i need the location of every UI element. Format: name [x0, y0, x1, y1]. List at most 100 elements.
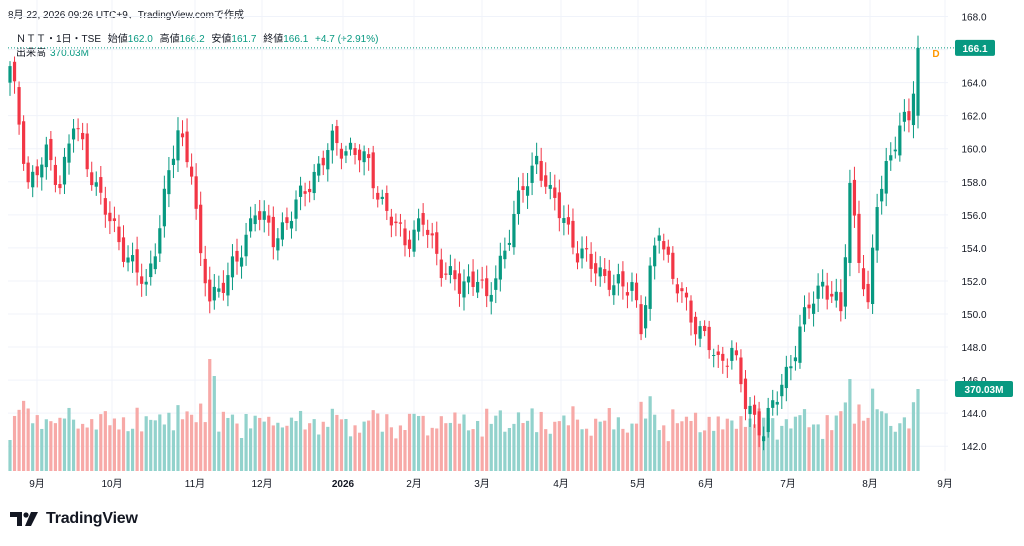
- candle-body: [739, 357, 743, 385]
- candle-body: [589, 253, 593, 269]
- volume-bar: [503, 431, 507, 471]
- volume-bar: [230, 414, 235, 471]
- volume-bar: [353, 425, 357, 471]
- candle-body: [398, 222, 403, 224]
- time-tick-label: 10月: [101, 478, 122, 490]
- candle-body: [435, 232, 439, 254]
- volume-bar: [784, 419, 788, 471]
- time-tick-label: 5月: [630, 478, 646, 490]
- volume-bar: [103, 411, 107, 471]
- volume-bar: [385, 414, 389, 471]
- volume-bar: [766, 417, 770, 471]
- candle-body: [907, 111, 911, 121]
- volume-badge-label: 370.03M: [965, 385, 1004, 396]
- volume-bar: [235, 423, 239, 471]
- volume-bar: [289, 417, 294, 471]
- volume-bar: [153, 420, 157, 471]
- volume-bar: [639, 401, 643, 471]
- volume-bar: [857, 404, 861, 471]
- volume-bar: [907, 428, 911, 471]
- volume-bar: [421, 415, 425, 471]
- candle-body: [226, 275, 230, 296]
- volume-bar: [49, 421, 53, 471]
- volume-bar: [516, 412, 521, 471]
- time-tick-label: 7月: [780, 478, 796, 490]
- volume-bar: [294, 421, 298, 471]
- candle-body: [298, 185, 303, 197]
- candle-body: [321, 157, 325, 166]
- candle-body: [485, 278, 489, 297]
- volume-bar: [439, 416, 443, 471]
- volume-bar: [417, 416, 421, 471]
- candle-body: [562, 218, 566, 223]
- candle-body: [171, 158, 176, 165]
- volume-bar: [825, 415, 829, 471]
- candle-body: [353, 148, 357, 155]
- candle-body: [625, 292, 630, 296]
- volume-bar: [149, 419, 153, 471]
- volume-bar: [35, 415, 39, 471]
- candle-body: [462, 281, 466, 298]
- volume-bar: [81, 423, 85, 471]
- logo-text: TradingView: [46, 510, 138, 527]
- candle-body: [348, 142, 353, 150]
- volume-bar: [135, 407, 139, 471]
- volume-bar: [190, 414, 194, 471]
- candle-body: [639, 304, 643, 335]
- volume-bar: [253, 415, 257, 471]
- volume-bar: [743, 426, 748, 471]
- candle-body: [190, 166, 194, 177]
- volume-bar: [771, 418, 775, 471]
- volume-bar: [821, 438, 825, 471]
- volume-bar: [444, 423, 448, 471]
- last-price-label: 166.1: [962, 44, 987, 55]
- volume-bar: [607, 408, 611, 471]
- candle-body: [258, 211, 262, 220]
- candle-body: [671, 252, 675, 279]
- candle-body: [194, 176, 198, 209]
- price-chart[interactable]: 142.0144.0146.0148.0150.0152.0154.0156.0…: [0, 0, 1024, 500]
- volume-bar: [362, 421, 366, 471]
- volume-bar: [634, 423, 639, 471]
- candle-body: [630, 282, 634, 291]
- volume-bar: [716, 416, 720, 471]
- symbol-label[interactable]: ＮＴＴ・1日・TSE: [16, 34, 102, 45]
- volume-bar: [512, 423, 516, 471]
- candle-body: [444, 273, 448, 275]
- candle-body: [789, 366, 793, 369]
- candle-body: [476, 281, 480, 293]
- volume-bar: [802, 409, 807, 471]
- candle-body: [494, 278, 498, 290]
- candle-body: [12, 61, 17, 82]
- candle-body: [144, 281, 148, 285]
- volume-bar: [653, 414, 657, 471]
- volume-bar: [866, 417, 870, 471]
- volume-bar: [657, 430, 661, 471]
- tradingview-logo-icon: [10, 512, 38, 526]
- candle-body: [653, 245, 657, 267]
- time-axis[interactable]: 9月 10月 11月 12月 2026 2月 3月 4月 5月 6月 7月 8月 9月: [29, 478, 953, 490]
- volume-bar: [798, 415, 802, 471]
- candle-body: [162, 188, 166, 227]
- candle-body: [371, 152, 375, 189]
- time-tick-label: 9月: [29, 478, 45, 490]
- candle-body: [893, 149, 897, 152]
- candle-body: [848, 182, 852, 263]
- volume-bar: [880, 411, 884, 471]
- candle-body: [566, 217, 571, 225]
- volume-bar: [267, 416, 271, 471]
- price-tick-label: 150.0: [961, 310, 986, 321]
- candle-body: [94, 182, 98, 187]
- candle-body: [539, 160, 543, 181]
- candle-body: [707, 326, 711, 351]
- candle-body: [575, 253, 580, 263]
- candle-body: [203, 258, 207, 284]
- volume-bar: [539, 411, 543, 471]
- price-tick-label: 164.0: [961, 79, 986, 90]
- candle-body: [421, 212, 425, 225]
- candle-body: [698, 326, 702, 339]
- volume-bar: [680, 421, 684, 471]
- candle-body: [76, 128, 80, 130]
- volume-bar: [162, 424, 166, 471]
- candle-body: [693, 316, 698, 335]
